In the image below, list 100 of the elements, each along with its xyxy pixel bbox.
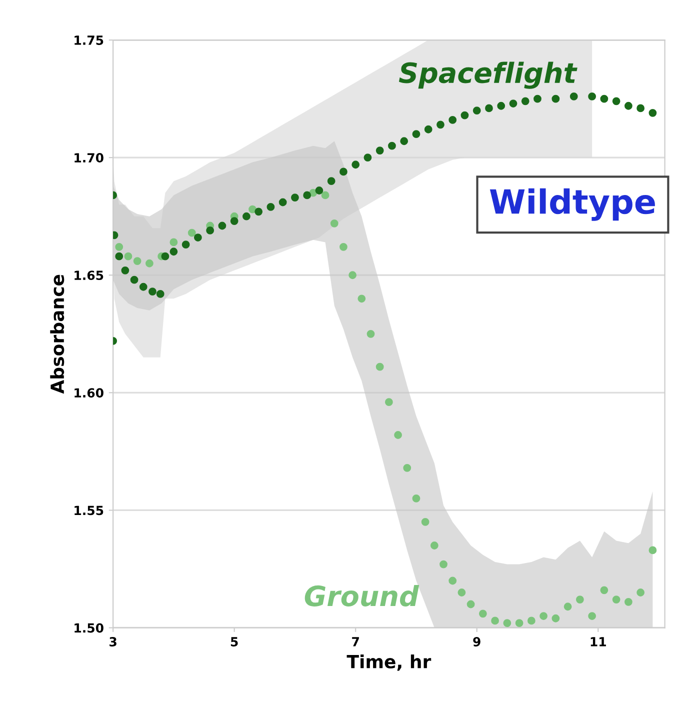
point xyxy=(254,208,263,216)
series-label: Ground xyxy=(304,584,420,606)
point xyxy=(588,612,596,620)
x-tick-label: 11 xyxy=(590,637,606,646)
point xyxy=(182,240,190,249)
point xyxy=(352,160,360,169)
point xyxy=(485,104,493,112)
point xyxy=(612,596,620,604)
x-tick-label: 3 xyxy=(110,637,116,646)
point xyxy=(624,102,632,110)
point xyxy=(497,102,506,110)
point xyxy=(412,494,420,502)
point xyxy=(648,108,657,117)
point xyxy=(424,125,432,134)
point xyxy=(384,398,393,406)
point xyxy=(472,106,481,115)
point xyxy=(194,234,202,242)
point xyxy=(188,228,196,237)
point xyxy=(230,217,238,226)
point xyxy=(242,212,250,220)
point xyxy=(121,266,130,274)
y-tick-label: 1.75 xyxy=(74,36,104,45)
point xyxy=(515,619,524,628)
point xyxy=(376,362,384,371)
point xyxy=(491,616,499,625)
point xyxy=(340,168,348,176)
point xyxy=(266,203,275,211)
point xyxy=(148,288,156,296)
point xyxy=(366,330,375,338)
point xyxy=(278,198,287,206)
point xyxy=(156,290,164,298)
point xyxy=(448,116,457,124)
point xyxy=(636,104,645,112)
point xyxy=(430,542,438,550)
point xyxy=(636,588,645,596)
point xyxy=(552,94,560,103)
point xyxy=(145,259,154,268)
point xyxy=(600,94,608,103)
point xyxy=(394,431,402,439)
x-tick-label: 5 xyxy=(230,637,238,646)
y-axis-title: Absorbance xyxy=(50,274,64,394)
point xyxy=(412,130,420,138)
point xyxy=(503,619,512,628)
point xyxy=(340,242,348,251)
point xyxy=(564,602,572,611)
point xyxy=(388,142,396,150)
point xyxy=(421,518,430,526)
point xyxy=(478,610,487,618)
point xyxy=(291,194,299,202)
annotation: Wildtype xyxy=(490,188,655,221)
point xyxy=(133,257,142,265)
point xyxy=(576,596,584,604)
point xyxy=(570,92,578,100)
point xyxy=(321,191,330,200)
point xyxy=(648,546,657,554)
series-label: Spaceflight xyxy=(398,62,578,89)
y-tick-label: 1.65 xyxy=(74,270,104,280)
point xyxy=(330,219,338,228)
point xyxy=(521,97,530,106)
x-tick-label: 7 xyxy=(352,637,359,646)
point xyxy=(612,97,620,106)
point xyxy=(364,154,372,162)
point xyxy=(303,191,312,200)
point xyxy=(509,100,518,108)
point xyxy=(436,120,444,129)
point xyxy=(115,242,124,251)
point xyxy=(115,252,124,260)
point xyxy=(552,614,560,622)
point xyxy=(327,177,336,186)
point xyxy=(403,464,412,472)
point xyxy=(466,600,475,608)
point xyxy=(448,576,457,585)
point xyxy=(218,222,226,230)
point xyxy=(139,282,148,291)
point xyxy=(130,276,138,284)
point xyxy=(540,612,548,620)
y-tick-label: 1.55 xyxy=(74,506,104,516)
point xyxy=(600,586,608,594)
point xyxy=(440,560,448,568)
point xyxy=(458,588,466,596)
point xyxy=(376,146,384,154)
point xyxy=(170,238,178,246)
y-tick-label: 1.70 xyxy=(74,153,104,163)
point xyxy=(400,137,408,146)
point xyxy=(348,271,357,280)
point xyxy=(161,252,170,260)
point xyxy=(527,616,536,625)
point xyxy=(358,294,366,303)
point xyxy=(124,252,132,260)
point xyxy=(206,226,214,234)
point xyxy=(534,94,542,103)
point xyxy=(460,111,469,120)
y-tick-label: 1.60 xyxy=(74,388,104,398)
point xyxy=(315,186,324,194)
x-axis-title: Time, hr xyxy=(346,654,432,671)
point xyxy=(170,248,178,256)
point xyxy=(248,205,256,214)
y-tick-label: 1.50 xyxy=(74,623,104,633)
point xyxy=(588,92,596,100)
x-tick-label: 9 xyxy=(473,637,480,646)
